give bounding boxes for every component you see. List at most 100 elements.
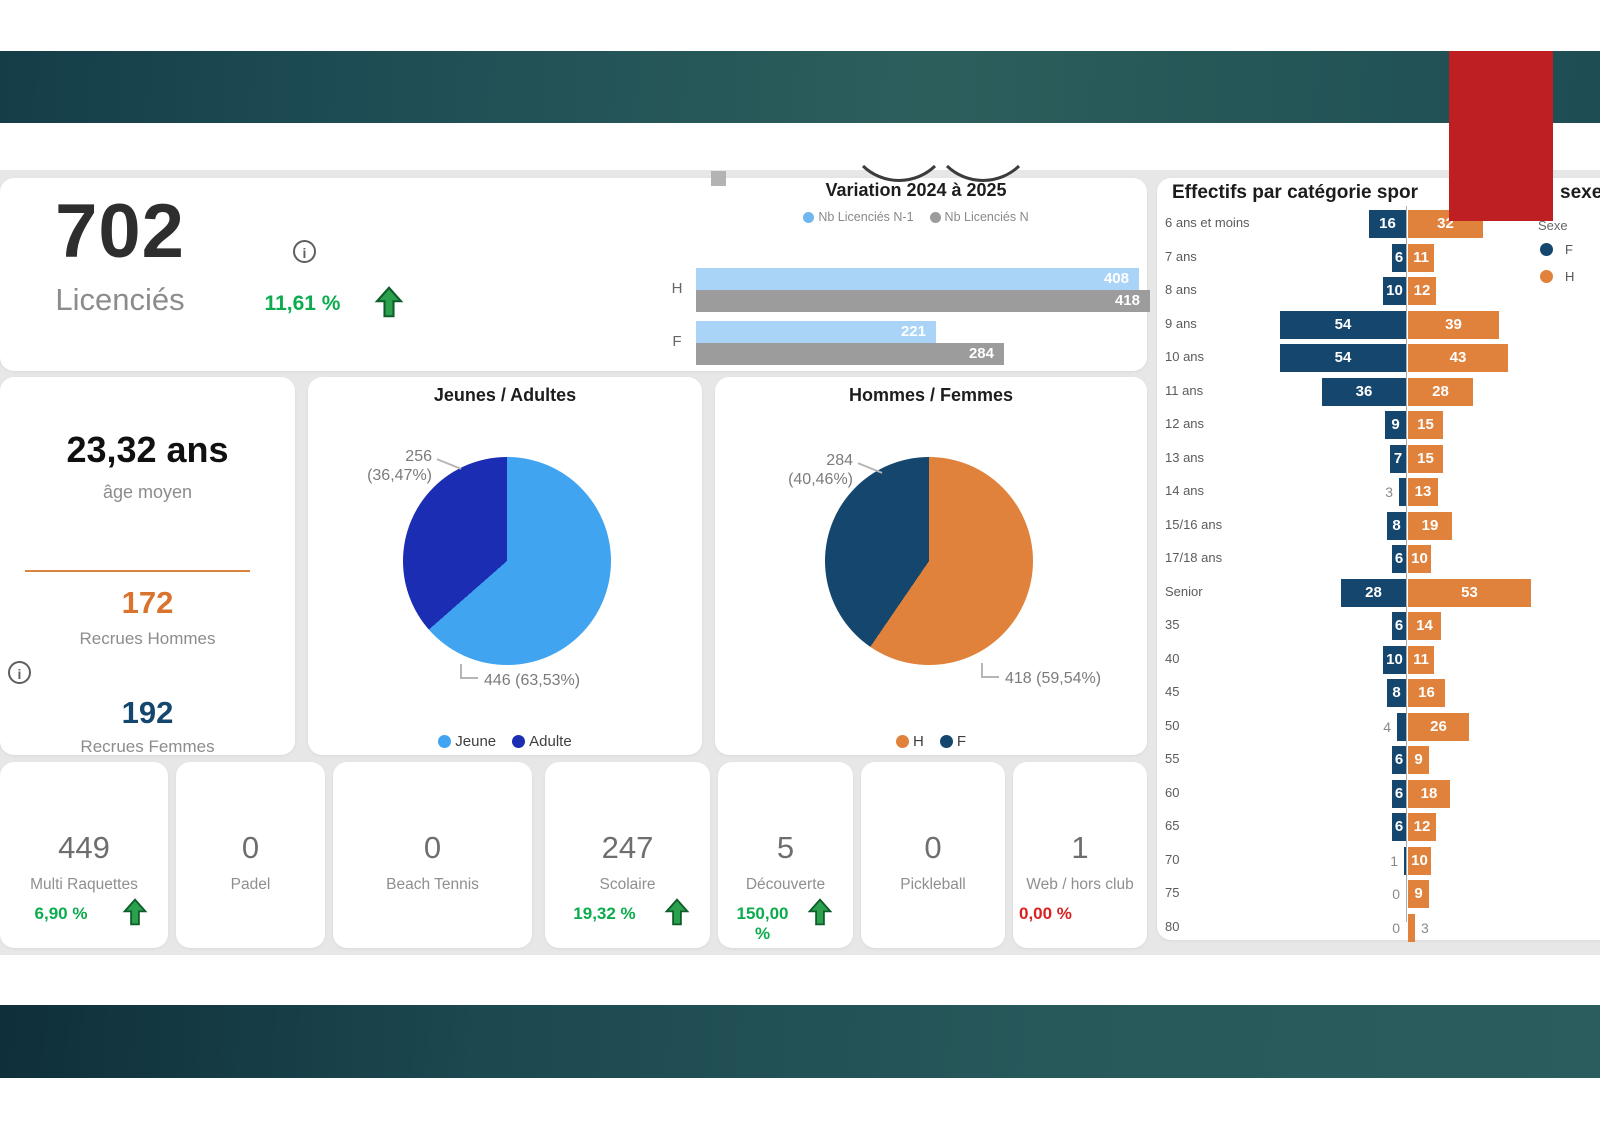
legend-label: H <box>912 733 924 750</box>
legend-dot-icon <box>1540 270 1553 283</box>
effectifs-row-label: 13 ans <box>1165 449 1205 465</box>
effectifs-bar-h[interactable] <box>1408 411 1443 439</box>
effectifs-bar-h[interactable] <box>1408 913 1415 942</box>
effectifs-bar-h[interactable] <box>1408 880 1429 908</box>
effectifs-row-label: 7 ans <box>1165 248 1197 264</box>
effectifs-bar-f[interactable] <box>1387 511 1406 540</box>
effectifs-legend-item: F <box>1540 242 1573 257</box>
effectifs-row-label: 8 ans <box>1165 282 1197 297</box>
effectifs-bar-f[interactable] <box>1397 712 1406 741</box>
effectifs-bar-h[interactable] <box>1408 779 1450 808</box>
effectifs-bar-h[interactable] <box>1408 243 1434 272</box>
effectifs-bar-f[interactable] <box>1322 377 1406 406</box>
effectifs-bar-h[interactable] <box>1408 511 1452 540</box>
effectifs-bar-h[interactable] <box>1408 444 1443 473</box>
effectifs-bar-h[interactable] <box>1408 545 1431 573</box>
effectifs-bar-f[interactable] <box>1385 411 1406 439</box>
effectifs-value-f: 6 <box>1394 784 1404 802</box>
effectifs-value-f: 10 <box>1386 282 1403 299</box>
effectifs-title-right: sexe <box>1560 182 1600 203</box>
effectifs-card: Effectifs par catégorie spor sexe Sexe 6… <box>1157 178 1600 942</box>
effectifs-bar-h[interactable] <box>1408 377 1473 406</box>
effectifs-bar-f[interactable] <box>1404 846 1406 875</box>
variation-plot: H 408 418 F 221 284 <box>0 178 1150 371</box>
callout-line <box>460 677 478 679</box>
legend-item: H <box>895 733 924 750</box>
recrues-hommes-value: 172 <box>121 585 174 620</box>
bottom-kpi-delta: 6,90 % <box>34 904 88 923</box>
effectifs-bar-f[interactable] <box>1399 478 1406 506</box>
effectifs-bar-h[interactable] <box>1408 813 1436 841</box>
info-icon[interactable]: i <box>293 240 316 263</box>
legend-item: F <box>939 733 966 750</box>
effectifs-value-f: 28 <box>1365 583 1382 601</box>
effectifs-bar-f[interactable] <box>1390 444 1406 473</box>
bottom-kpi-delta: 0,00 % <box>1019 904 1072 923</box>
effectifs-bar-f[interactable] <box>1383 645 1406 674</box>
femmes-callout: 284 (40,46%) <box>788 452 853 488</box>
effectifs-value-f: 10 <box>1386 650 1403 668</box>
effectifs-axis-line <box>1406 206 1407 922</box>
legend-label: F <box>956 733 966 750</box>
effectifs-row-label: 10 ans <box>1165 349 1205 364</box>
recrues-hommes-label: Recrues Hommes <box>79 629 216 648</box>
effectifs-value-h: 18 <box>1420 784 1438 802</box>
effectifs-bar-h[interactable] <box>1408 679 1445 707</box>
legend-dot-icon <box>895 735 909 748</box>
effectifs-bar-h[interactable] <box>1408 846 1431 875</box>
effectifs-title-left: Effectifs par catégorie spor <box>1172 182 1419 203</box>
legend-item: Jeune <box>438 733 496 750</box>
effectifs-bar-h[interactable] <box>1408 612 1441 640</box>
effectifs-bar-f[interactable] <box>1392 243 1406 272</box>
effectifs-bar-f[interactable] <box>1392 813 1406 841</box>
bottom-kpi-value: 1 <box>1071 830 1089 865</box>
effectifs-bar-f[interactable] <box>1392 612 1406 640</box>
effectifs-value-h: 43 <box>1449 349 1467 366</box>
effectifs-bar-h[interactable] <box>1408 578 1531 607</box>
trend-up-arrow-icon <box>807 898 833 926</box>
effectifs-bar-f[interactable] <box>1341 578 1406 607</box>
jeunes-adultes-pie[interactable] <box>403 457 611 665</box>
bottom-kpi-value: 0 <box>423 830 442 865</box>
effectifs-row-label: 55 <box>1165 751 1180 766</box>
effectifs-bar-f[interactable] <box>1383 277 1406 305</box>
effectifs-bar-h[interactable] <box>1408 712 1469 741</box>
info-icon[interactable]: i <box>8 661 31 684</box>
effectifs-bar-f[interactable] <box>1392 746 1406 774</box>
callout-line <box>460 664 462 679</box>
effectifs-bar-f[interactable] <box>1387 679 1406 707</box>
variation-bar[interactable] <box>696 290 1150 312</box>
bottom-kpi-label: Beach Tennis <box>386 876 479 893</box>
legend-dot-icon <box>929 211 941 223</box>
effectifs-bar-f[interactable] <box>1369 210 1406 238</box>
effectifs-row-label: 80 <box>1165 918 1180 934</box>
hommes-femmes-pie[interactable] <box>825 457 1033 665</box>
variation-bar[interactable] <box>696 268 1139 290</box>
effectifs-bar-f[interactable] <box>1280 310 1406 339</box>
variation-bar[interactable] <box>696 343 1004 365</box>
effectifs-bar-h[interactable] <box>1408 746 1429 774</box>
effectifs-bar-h[interactable] <box>1408 478 1438 506</box>
effectifs-value-f: 0 <box>1392 886 1400 902</box>
effectifs-bar-h[interactable] <box>1408 344 1508 372</box>
effectifs-bar-h[interactable] <box>1408 310 1499 339</box>
jeunes-pie-title: Jeunes / Adultes <box>433 385 577 405</box>
variation-bar[interactable] <box>696 321 936 343</box>
effectifs-bar-h[interactable] <box>1408 277 1436 305</box>
adulte-callout: 256 (36,47%) <box>367 448 432 484</box>
licencies-label: Licenciés <box>55 282 185 317</box>
effectifs-value-f: 3 <box>1385 484 1393 500</box>
effectifs-bar-h[interactable] <box>1408 645 1434 674</box>
effectifs-bar-f[interactable] <box>1280 344 1406 372</box>
effectifs-value-h: 16 <box>1418 684 1435 701</box>
effectifs-bar-f[interactable] <box>1392 779 1406 808</box>
effectifs-row-label: 40 <box>1165 650 1180 666</box>
legend-label: Nb Licenciés N <box>944 210 1029 224</box>
trend-up-arrow-icon <box>664 898 690 926</box>
licencies-variation-card: 702 Licenciés i 11,61 % Variation 2024 à… <box>0 178 1150 371</box>
effectifs-bar-f[interactable] <box>1392 545 1406 573</box>
legend-label: H <box>1565 269 1575 284</box>
orange-divider <box>25 570 250 572</box>
glasses-decoration-icon <box>861 164 1021 182</box>
